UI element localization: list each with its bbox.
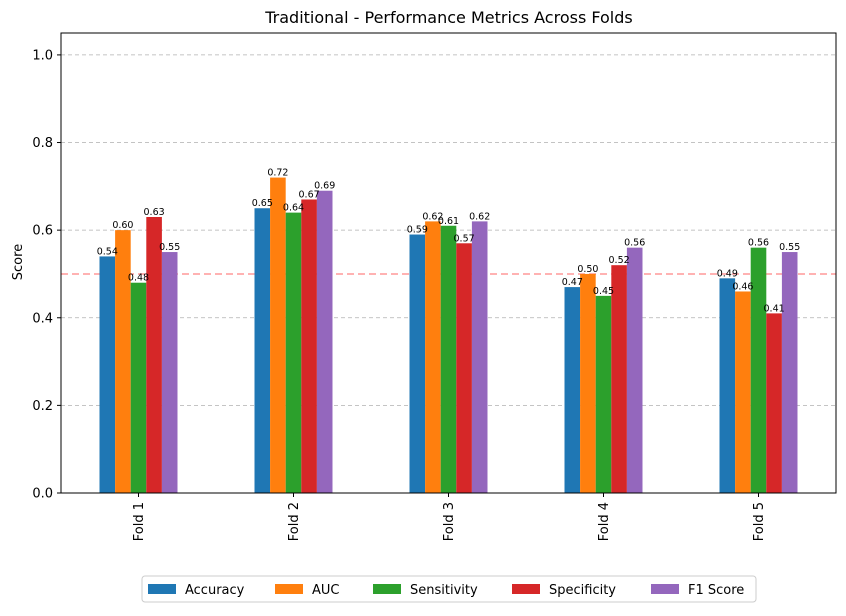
bar-specificity-fold-4 [611, 265, 627, 493]
x-tick-label: Fold 4 [597, 502, 612, 541]
bar-value-label: 0.56 [748, 238, 769, 249]
bar-auc-fold-3 [425, 221, 441, 493]
bar-value-label: 0.60 [112, 220, 133, 231]
bars [99, 177, 798, 494]
bar-value-label: 0.48 [128, 273, 149, 284]
legend-label: Specificity [549, 583, 616, 598]
bar-sensitivity-fold-1 [130, 282, 147, 493]
bar-value-label: 0.57 [454, 233, 475, 244]
bar-f1-score-fold-5 [781, 252, 798, 493]
bar-accuracy-fold-4 [564, 287, 581, 493]
y-tick-label: 0.2 [32, 399, 53, 414]
legend-swatch [373, 584, 401, 594]
bar-value-label: 0.49 [717, 268, 738, 279]
bar-auc-fold-1 [115, 230, 131, 493]
bar-value-label: 0.61 [438, 216, 459, 227]
y-axis-ticks: 0.0 0.2 0.4 0.6 0.8 1.0 [32, 48, 61, 502]
bar-auc-fold-2 [270, 177, 286, 494]
bar-specificity-fold-5 [766, 313, 782, 493]
bar-value-label: 0.67 [299, 189, 320, 200]
bar-auc-fold-5 [735, 291, 751, 493]
bar-value-label: 0.56 [624, 238, 645, 249]
bar-value-label: 0.50 [577, 264, 598, 275]
bar-value-label: 0.46 [732, 281, 753, 292]
legend: Accuracy AUC Sensitivity Specificity F1 Scor… [141, 575, 757, 603]
y-axis-label: Score [11, 244, 26, 280]
bar-accuracy-fold-1 [99, 256, 116, 493]
bar-specificity-fold-3 [456, 243, 472, 493]
bar-f1-score-fold-4 [626, 247, 643, 493]
bar-sensitivity-fold-3 [440, 225, 457, 493]
bar-value-label: 0.62 [422, 211, 443, 222]
legend-label: F1 Score [688, 583, 744, 598]
bar-sensitivity-fold-4 [595, 295, 612, 493]
legend-swatch [651, 584, 679, 594]
bar-f1-score-fold-3 [471, 221, 488, 493]
bar-specificity-fold-2 [301, 199, 317, 493]
x-tick-label: Fold 2 [287, 502, 302, 541]
legend-swatch [148, 584, 176, 594]
bar-value-label: 0.72 [267, 168, 288, 179]
x-tick-label: Fold 5 [752, 502, 767, 541]
legend-swatch [512, 584, 540, 594]
y-tick-label: 0.6 [32, 224, 53, 239]
y-tick-label: 0.4 [32, 311, 53, 326]
bar-specificity-fold-1 [146, 217, 162, 493]
bar-value-label: 0.63 [144, 207, 165, 218]
bar-auc-fold-4 [580, 273, 596, 493]
bar-value-label: 0.55 [159, 242, 180, 253]
bar-accuracy-fold-5 [719, 278, 736, 493]
y-tick-label: 0.8 [32, 136, 53, 151]
bar-f1-score-fold-2 [316, 190, 333, 493]
legend-label: AUC [312, 583, 340, 598]
bar-value-label: 0.65 [252, 198, 273, 209]
bar-value-label: 0.45 [593, 286, 614, 297]
bar-value-label: 0.55 [779, 242, 800, 253]
x-tick-label: Fold 3 [442, 502, 457, 541]
x-tick-label: Fold 1 [132, 502, 147, 541]
bar-value-label: 0.59 [407, 225, 428, 236]
y-tick-label: 1.0 [32, 48, 53, 63]
bar-accuracy-fold-3 [409, 234, 426, 493]
bar-value-label: 0.69 [314, 181, 335, 192]
legend-box [141, 575, 757, 603]
y-tick-label: 0.0 [32, 487, 53, 502]
legend-swatch [275, 584, 303, 594]
bar-value-label: 0.62 [469, 211, 490, 222]
bar-f1-score-fold-1 [161, 252, 178, 493]
bar-sensitivity-fold-5 [750, 247, 767, 493]
bar-value-label: 0.52 [609, 255, 630, 266]
legend-label: Sensitivity [410, 583, 478, 598]
bar-value-label: 0.41 [764, 303, 785, 314]
x-axis-ticks: Fold 1 Fold 2 Fold 3 Fold 4 Fold 5 [132, 493, 767, 541]
bar-sensitivity-fold-2 [285, 212, 302, 493]
chart-title: Traditional - Performance Metrics Across… [264, 8, 632, 27]
bar-value-label: 0.47 [562, 277, 583, 288]
bar-value-label: 0.64 [283, 203, 304, 214]
bar-value-labels: 0.54 0.60 0.48 0.63 0.55 0.65 0.72 0.64 0.670.69… [97, 168, 801, 315]
legend-label: Accuracy [185, 583, 245, 598]
bar-value-label: 0.54 [97, 246, 118, 257]
bar-accuracy-fold-2 [254, 208, 271, 493]
